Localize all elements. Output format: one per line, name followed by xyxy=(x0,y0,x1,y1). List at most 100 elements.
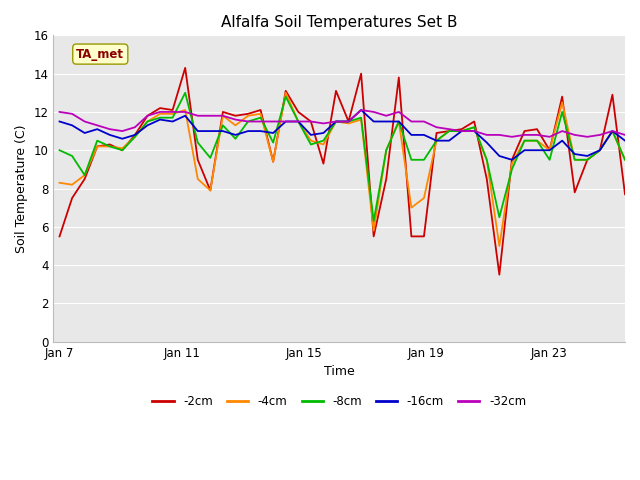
-8cm xyxy=(533,138,541,144)
-16cm xyxy=(244,128,252,134)
-2cm xyxy=(621,192,629,197)
-32cm xyxy=(370,109,378,115)
-4cm xyxy=(106,144,114,149)
-16cm xyxy=(533,147,541,153)
-4cm xyxy=(169,111,177,117)
-8cm xyxy=(156,115,164,120)
-16cm xyxy=(68,122,76,128)
-8cm xyxy=(420,157,428,163)
-2cm xyxy=(169,107,177,113)
-4cm xyxy=(383,147,390,153)
-8cm xyxy=(433,138,440,144)
-16cm xyxy=(370,119,378,124)
-16cm xyxy=(118,136,126,142)
-2cm xyxy=(420,233,428,239)
-2cm xyxy=(93,144,101,149)
-2cm xyxy=(282,88,289,94)
-8cm xyxy=(106,144,114,149)
-4cm xyxy=(319,142,327,147)
-16cm xyxy=(106,132,114,138)
-2cm xyxy=(445,128,453,134)
-16cm xyxy=(584,153,591,159)
-4cm xyxy=(546,147,554,153)
Y-axis label: Soil Temperature (C): Soil Temperature (C) xyxy=(15,124,28,253)
-4cm xyxy=(244,113,252,119)
-8cm xyxy=(269,140,277,145)
Line: -32cm: -32cm xyxy=(60,110,625,137)
-16cm xyxy=(194,128,202,134)
-16cm xyxy=(445,138,453,144)
-16cm xyxy=(181,113,189,119)
-16cm xyxy=(282,119,289,124)
-8cm xyxy=(232,136,239,142)
-16cm xyxy=(319,130,327,136)
-4cm xyxy=(571,157,579,163)
-4cm xyxy=(156,111,164,117)
-8cm xyxy=(345,119,353,124)
-32cm xyxy=(131,124,139,130)
-2cm xyxy=(596,147,604,153)
-2cm xyxy=(332,88,340,94)
-2cm xyxy=(558,94,566,99)
-8cm xyxy=(546,157,554,163)
-16cm xyxy=(56,119,63,124)
-32cm xyxy=(143,113,151,119)
X-axis label: Time: Time xyxy=(324,365,355,378)
-2cm xyxy=(345,119,353,124)
-4cm xyxy=(269,159,277,165)
-4cm xyxy=(232,122,239,128)
-16cm xyxy=(131,132,139,138)
-32cm xyxy=(319,120,327,126)
-32cm xyxy=(81,119,88,124)
-2cm xyxy=(294,109,302,115)
-2cm xyxy=(219,109,227,115)
-16cm xyxy=(269,130,277,136)
-8cm xyxy=(81,172,88,178)
-2cm xyxy=(395,74,403,80)
-4cm xyxy=(93,144,101,149)
-16cm xyxy=(93,126,101,132)
-8cm xyxy=(408,157,415,163)
-8cm xyxy=(307,142,315,147)
-8cm xyxy=(395,119,403,124)
-32cm xyxy=(332,119,340,124)
-8cm xyxy=(495,215,503,220)
-8cm xyxy=(520,138,528,144)
-4cm xyxy=(458,128,465,134)
-2cm xyxy=(156,105,164,111)
-16cm xyxy=(307,132,315,138)
-32cm xyxy=(294,119,302,124)
Line: -8cm: -8cm xyxy=(60,93,625,221)
-32cm xyxy=(470,128,478,134)
-2cm xyxy=(609,92,616,97)
-32cm xyxy=(345,119,353,124)
-2cm xyxy=(571,190,579,195)
-32cm xyxy=(269,119,277,124)
-2cm xyxy=(408,233,415,239)
-32cm xyxy=(219,113,227,119)
-32cm xyxy=(257,119,264,124)
-32cm xyxy=(244,119,252,124)
-8cm xyxy=(68,153,76,159)
-4cm xyxy=(118,145,126,151)
-32cm xyxy=(458,128,465,134)
-8cm xyxy=(370,218,378,224)
-2cm xyxy=(433,130,440,136)
-16cm xyxy=(169,119,177,124)
-4cm xyxy=(445,128,453,134)
Line: -16cm: -16cm xyxy=(60,110,625,160)
-8cm xyxy=(571,157,579,163)
-2cm xyxy=(257,107,264,113)
-8cm xyxy=(282,94,289,99)
Line: -4cm: -4cm xyxy=(60,93,625,246)
-8cm xyxy=(93,138,101,144)
-4cm xyxy=(508,161,516,167)
-2cm xyxy=(546,147,554,153)
-4cm xyxy=(257,111,264,117)
Text: TA_met: TA_met xyxy=(76,48,124,60)
-4cm xyxy=(143,119,151,124)
-16cm xyxy=(483,140,491,145)
-16cm xyxy=(207,128,214,134)
-2cm xyxy=(106,142,114,147)
-8cm xyxy=(383,147,390,153)
